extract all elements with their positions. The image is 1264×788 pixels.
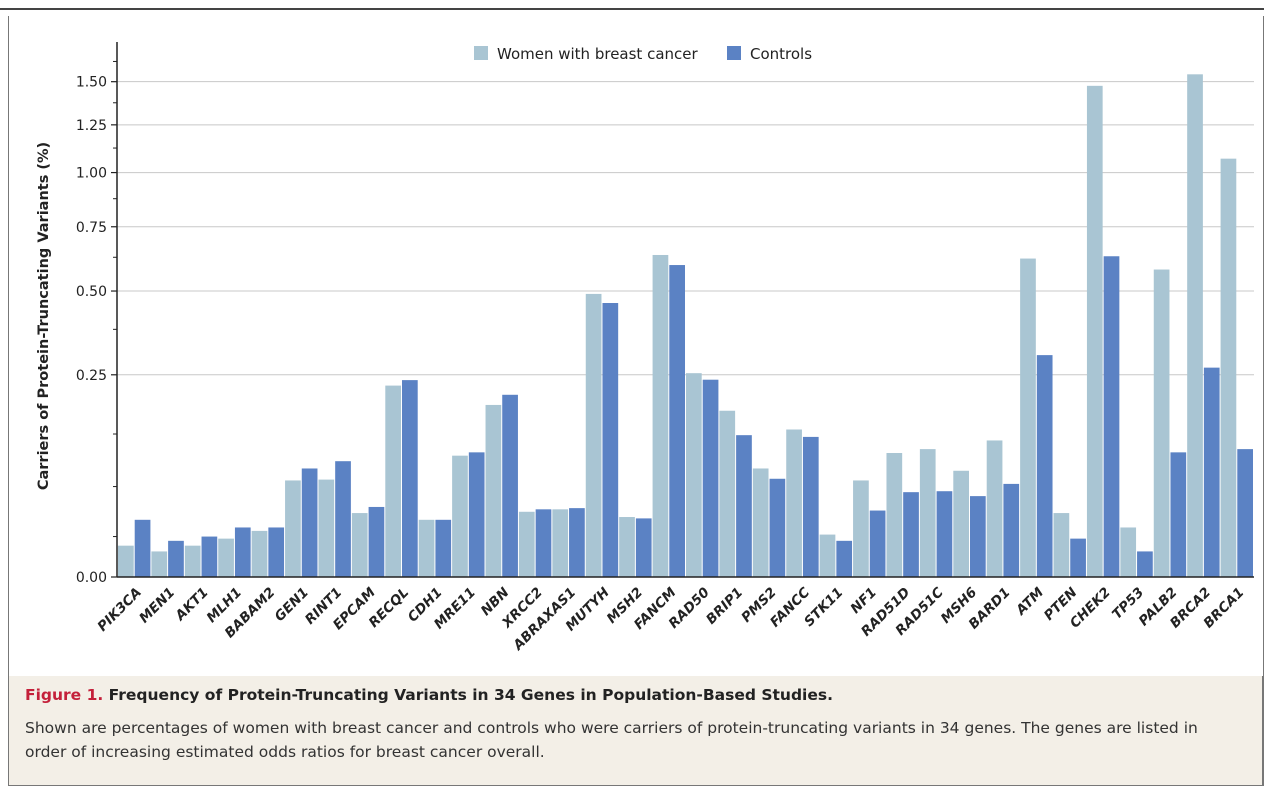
bar-cases-pms2 bbox=[752, 468, 769, 577]
bar-cases-rint1 bbox=[318, 479, 335, 577]
bar-cases-rad50 bbox=[686, 373, 702, 577]
bar-controls-gen1 bbox=[301, 468, 318, 577]
bar-cases-cdh1 bbox=[418, 519, 435, 577]
bar-controls-abraxas1 bbox=[569, 508, 585, 577]
bar-chart: 0.00 0.25 0.50 0.75 1.00 1.25 1.50 PIK3CAMEN1A… bbox=[36, 42, 1254, 654]
bar-cases-mutyh bbox=[585, 293, 602, 577]
y-tick-label: 0.50 bbox=[76, 284, 107, 300]
bar-cases-gen1 bbox=[285, 480, 301, 577]
bar-controls-mlh1 bbox=[234, 527, 251, 577]
bar-cases-mre11 bbox=[452, 455, 468, 577]
x-tick-label-pik3ca: PIK3CA bbox=[95, 585, 145, 635]
bar-cases-tp53 bbox=[1120, 527, 1137, 577]
bar-controls-nbn bbox=[502, 394, 518, 577]
bar-cases-palb2 bbox=[1153, 269, 1170, 577]
bar-controls-rad51c bbox=[936, 491, 953, 577]
bar-cases-babam2 bbox=[251, 530, 268, 577]
bar-controls-rint1 bbox=[335, 461, 351, 577]
figure-label: Figure 1. bbox=[25, 686, 104, 704]
bar-cases-abraxas1 bbox=[552, 509, 569, 577]
y-tick-label: 0.25 bbox=[76, 368, 107, 384]
bar-controls-recql bbox=[402, 380, 418, 577]
bar-controls-fancc bbox=[802, 436, 819, 577]
y-tick-label: 1.50 bbox=[76, 75, 107, 91]
bar-controls-akt1 bbox=[201, 536, 218, 577]
bar-controls-mutyh bbox=[602, 303, 619, 577]
top-rule bbox=[0, 8, 1264, 10]
y-ticks: 0.00 0.25 0.50 0.75 1.00 1.25 1.50 bbox=[76, 60, 117, 586]
bar-controls-nf1 bbox=[869, 510, 886, 577]
bar-controls-brca1 bbox=[1237, 449, 1253, 577]
bar-controls-mre11 bbox=[468, 452, 485, 577]
bar-cases-brip1 bbox=[719, 410, 736, 577]
bar-cases-nbn bbox=[485, 404, 502, 577]
bar-controls-msh6 bbox=[970, 496, 986, 577]
figure-caption: Figure 1. Frequency of Protein-Truncatin… bbox=[8, 676, 1263, 786]
bar-controls-men1 bbox=[168, 540, 184, 577]
bar-controls-rad51d bbox=[903, 492, 919, 577]
y-tick-label: 0.00 bbox=[76, 570, 107, 586]
x-tick-label-men1: MEN1 bbox=[136, 585, 178, 627]
y-axis-label: Carriers of Protein-Truncating Variants … bbox=[36, 142, 52, 490]
bar-controls-pik3ca bbox=[134, 519, 151, 577]
bar-cases-brca2 bbox=[1187, 74, 1203, 578]
bar-cases-fancm bbox=[652, 254, 669, 578]
bar-cases-nf1 bbox=[853, 480, 869, 577]
bar-cases-chek2 bbox=[1086, 85, 1103, 577]
bar-cases-epcam bbox=[351, 513, 368, 577]
bar-cases-pten bbox=[1053, 513, 1070, 577]
bar-cases-msh6 bbox=[953, 470, 969, 577]
caption-text: Shown are percentages of women with brea… bbox=[25, 719, 1198, 761]
bar-cases-stk11 bbox=[819, 534, 836, 577]
bar-controls-msh2 bbox=[635, 518, 652, 577]
y-tick-label: 1.00 bbox=[76, 166, 107, 182]
bar-cases-xrcc2 bbox=[518, 511, 535, 577]
legend-label-controls: Controls bbox=[750, 45, 812, 63]
bar-controls-babam2 bbox=[268, 527, 285, 577]
caption-title: Figure 1. Frequency of Protein-Truncatin… bbox=[25, 686, 833, 704]
bar-cases-akt1 bbox=[184, 545, 201, 577]
x-tick-labels: PIK3CAMEN1AKT1MLH1BABAM2GEN1RINT1EPCAMRE… bbox=[95, 584, 1248, 654]
figure-title: Frequency of Protein-Truncating Variants… bbox=[108, 686, 833, 704]
bar-cases-rad51d bbox=[886, 453, 903, 577]
bar-cases-msh2 bbox=[619, 517, 635, 577]
bar-controls-pten bbox=[1070, 538, 1086, 577]
legend-swatch-controls bbox=[727, 46, 741, 60]
legend: Women with breast cancer Controls bbox=[474, 45, 812, 63]
bar-controls-epcam bbox=[368, 506, 385, 577]
x-tick-label-brip1: BRIP1 bbox=[703, 585, 746, 628]
gridlines bbox=[117, 81, 1254, 376]
bars bbox=[118, 74, 1253, 578]
bar-cases-bard1 bbox=[986, 440, 1003, 577]
bar-controls-stk11 bbox=[836, 540, 853, 577]
bar-cases-men1 bbox=[151, 551, 168, 577]
bar-cases-rad51c bbox=[919, 449, 936, 577]
bar-controls-palb2 bbox=[1170, 452, 1187, 577]
bar-controls-cdh1 bbox=[435, 519, 452, 577]
bar-controls-brca2 bbox=[1203, 367, 1220, 577]
bar-controls-fancm bbox=[669, 265, 685, 577]
bar-controls-xrcc2 bbox=[535, 509, 552, 577]
bar-controls-pms2 bbox=[769, 478, 786, 577]
bar-controls-atm bbox=[1036, 355, 1053, 577]
bar-cases-brca1 bbox=[1220, 158, 1237, 577]
bar-cases-atm bbox=[1020, 258, 1036, 577]
bar-controls-brip1 bbox=[736, 435, 752, 577]
figure-frame bbox=[8, 16, 1264, 786]
legend-label-cases: Women with breast cancer bbox=[497, 45, 699, 63]
y-tick-label: 0.75 bbox=[76, 220, 107, 236]
bar-cases-mlh1 bbox=[218, 538, 234, 577]
bar-controls-chek2 bbox=[1103, 256, 1120, 577]
bar-cases-pik3ca bbox=[118, 545, 134, 577]
bar-controls-rad50 bbox=[702, 379, 719, 577]
bar-cases-fancc bbox=[786, 429, 802, 577]
bar-controls-tp53 bbox=[1137, 551, 1153, 577]
bar-controls-bard1 bbox=[1003, 483, 1020, 577]
bar-cases-recql bbox=[385, 385, 401, 577]
y-tick-label: 1.25 bbox=[76, 118, 107, 134]
x-tick-label-akt1: AKT1 bbox=[172, 585, 212, 625]
legend-swatch-cases bbox=[474, 46, 488, 60]
